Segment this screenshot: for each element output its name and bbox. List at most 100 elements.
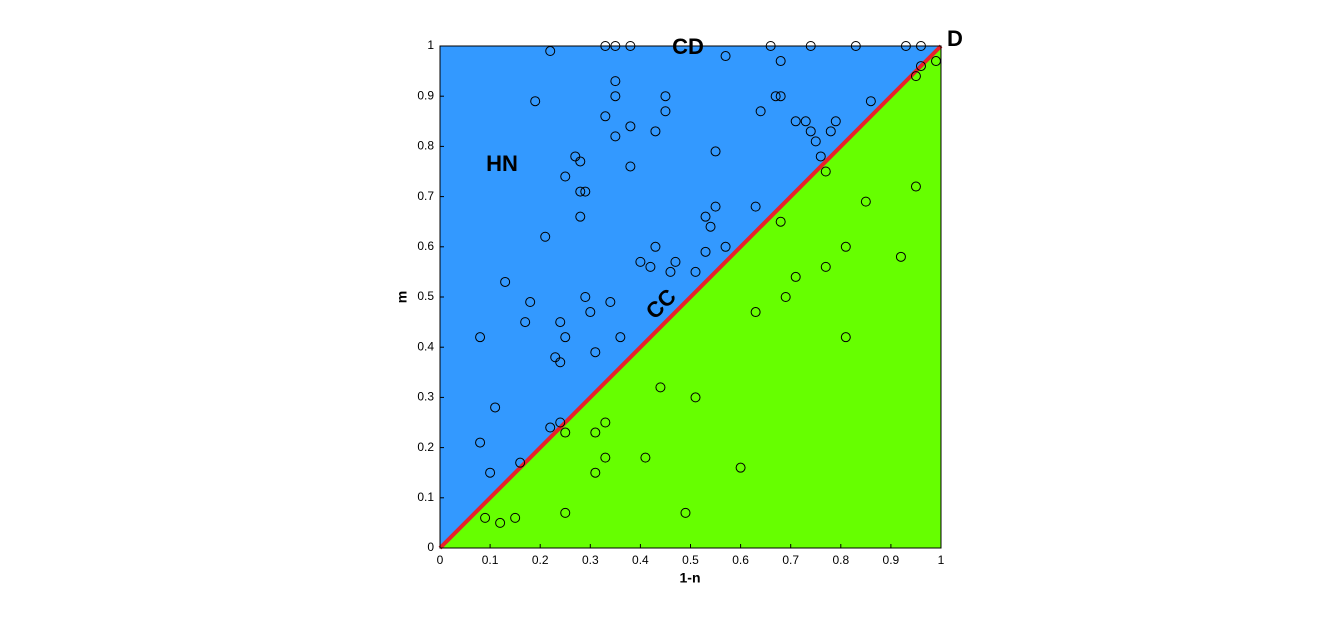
point bbox=[510, 512, 521, 523]
point bbox=[705, 221, 716, 232]
y-tick-label: 0.3 bbox=[417, 390, 434, 404]
point bbox=[820, 166, 831, 177]
point bbox=[900, 41, 911, 51]
point bbox=[690, 392, 701, 403]
point bbox=[840, 241, 851, 252]
point bbox=[840, 332, 851, 343]
point bbox=[865, 96, 876, 107]
y-tick-label: 1 bbox=[427, 38, 434, 52]
point bbox=[550, 352, 561, 363]
point bbox=[710, 201, 721, 212]
point bbox=[750, 307, 761, 318]
y-tick-label: 0.4 bbox=[417, 339, 434, 353]
point bbox=[610, 131, 621, 142]
point bbox=[860, 196, 871, 207]
point bbox=[475, 332, 486, 343]
y-tick-label: 0.6 bbox=[417, 239, 434, 253]
diagonal bbox=[438, 44, 943, 550]
point bbox=[600, 452, 611, 463]
point bbox=[495, 517, 506, 528]
point bbox=[750, 201, 761, 212]
point bbox=[610, 76, 621, 87]
point bbox=[805, 126, 816, 137]
point bbox=[490, 402, 501, 413]
point bbox=[720, 241, 731, 252]
x-tick-label: 0.9 bbox=[883, 553, 900, 567]
x-axis-label: 1-n bbox=[680, 570, 701, 586]
point bbox=[810, 136, 821, 147]
point bbox=[775, 56, 786, 67]
point bbox=[650, 241, 661, 252]
point bbox=[560, 507, 571, 518]
point bbox=[895, 251, 906, 262]
point bbox=[575, 211, 586, 222]
point bbox=[800, 116, 811, 127]
point bbox=[520, 317, 531, 328]
point bbox=[710, 146, 721, 157]
point bbox=[605, 297, 616, 308]
point bbox=[660, 91, 671, 102]
x-tick-label: 0.8 bbox=[832, 553, 849, 567]
point bbox=[610, 91, 621, 102]
point bbox=[825, 126, 836, 137]
point bbox=[915, 61, 926, 72]
point bbox=[610, 41, 621, 51]
point bbox=[485, 467, 496, 478]
point bbox=[560, 171, 571, 182]
point bbox=[580, 292, 591, 302]
point bbox=[500, 276, 511, 287]
point bbox=[830, 116, 841, 127]
x-tick-label: 0.2 bbox=[532, 553, 549, 567]
plot: 0 0.1 0.2 0.3 0.4 0.5 0.6 0.7 0.8 0.9 1 0 0.1 0.2 0.3 0… bbox=[417, 38, 944, 567]
x-tick-label: 0.5 bbox=[682, 553, 699, 567]
point bbox=[815, 151, 826, 162]
point bbox=[545, 46, 556, 57]
point bbox=[915, 41, 926, 51]
point bbox=[670, 256, 681, 267]
x-tick-label: 0.6 bbox=[732, 553, 749, 567]
x-tick-label: 0.7 bbox=[782, 553, 799, 567]
point bbox=[700, 246, 711, 257]
point bbox=[590, 467, 601, 478]
point bbox=[560, 427, 571, 438]
point bbox=[655, 382, 666, 393]
point bbox=[540, 231, 551, 242]
point bbox=[600, 111, 611, 122]
point bbox=[805, 41, 816, 51]
annotation: HN bbox=[486, 151, 518, 176]
point bbox=[910, 71, 921, 82]
y-tick-label: 0.1 bbox=[417, 490, 434, 504]
point bbox=[590, 347, 601, 358]
point bbox=[625, 161, 636, 172]
point bbox=[775, 216, 786, 227]
point bbox=[780, 292, 791, 302]
y-tick-label: 0.5 bbox=[417, 289, 434, 303]
point bbox=[775, 91, 786, 102]
point bbox=[645, 261, 656, 272]
point bbox=[590, 427, 601, 438]
y-tick-label: 0.8 bbox=[417, 139, 434, 153]
point bbox=[635, 256, 646, 267]
point bbox=[910, 181, 921, 192]
x-tick-label: 1 bbox=[938, 553, 945, 567]
y-tick-label: 0.2 bbox=[417, 440, 434, 454]
point bbox=[700, 211, 711, 222]
point bbox=[585, 307, 596, 318]
y-tick-label: 0.9 bbox=[417, 88, 434, 102]
point bbox=[850, 41, 861, 51]
point bbox=[820, 261, 831, 272]
point bbox=[560, 332, 571, 343]
point bbox=[555, 317, 566, 328]
point bbox=[790, 271, 801, 282]
point bbox=[530, 96, 541, 107]
point bbox=[615, 332, 626, 343]
point bbox=[555, 357, 566, 368]
point bbox=[475, 437, 486, 448]
point bbox=[580, 186, 591, 197]
point bbox=[665, 266, 676, 277]
point bbox=[660, 106, 671, 117]
x-tick-label: 0.3 bbox=[582, 553, 599, 567]
point bbox=[625, 41, 636, 51]
point bbox=[790, 116, 801, 127]
